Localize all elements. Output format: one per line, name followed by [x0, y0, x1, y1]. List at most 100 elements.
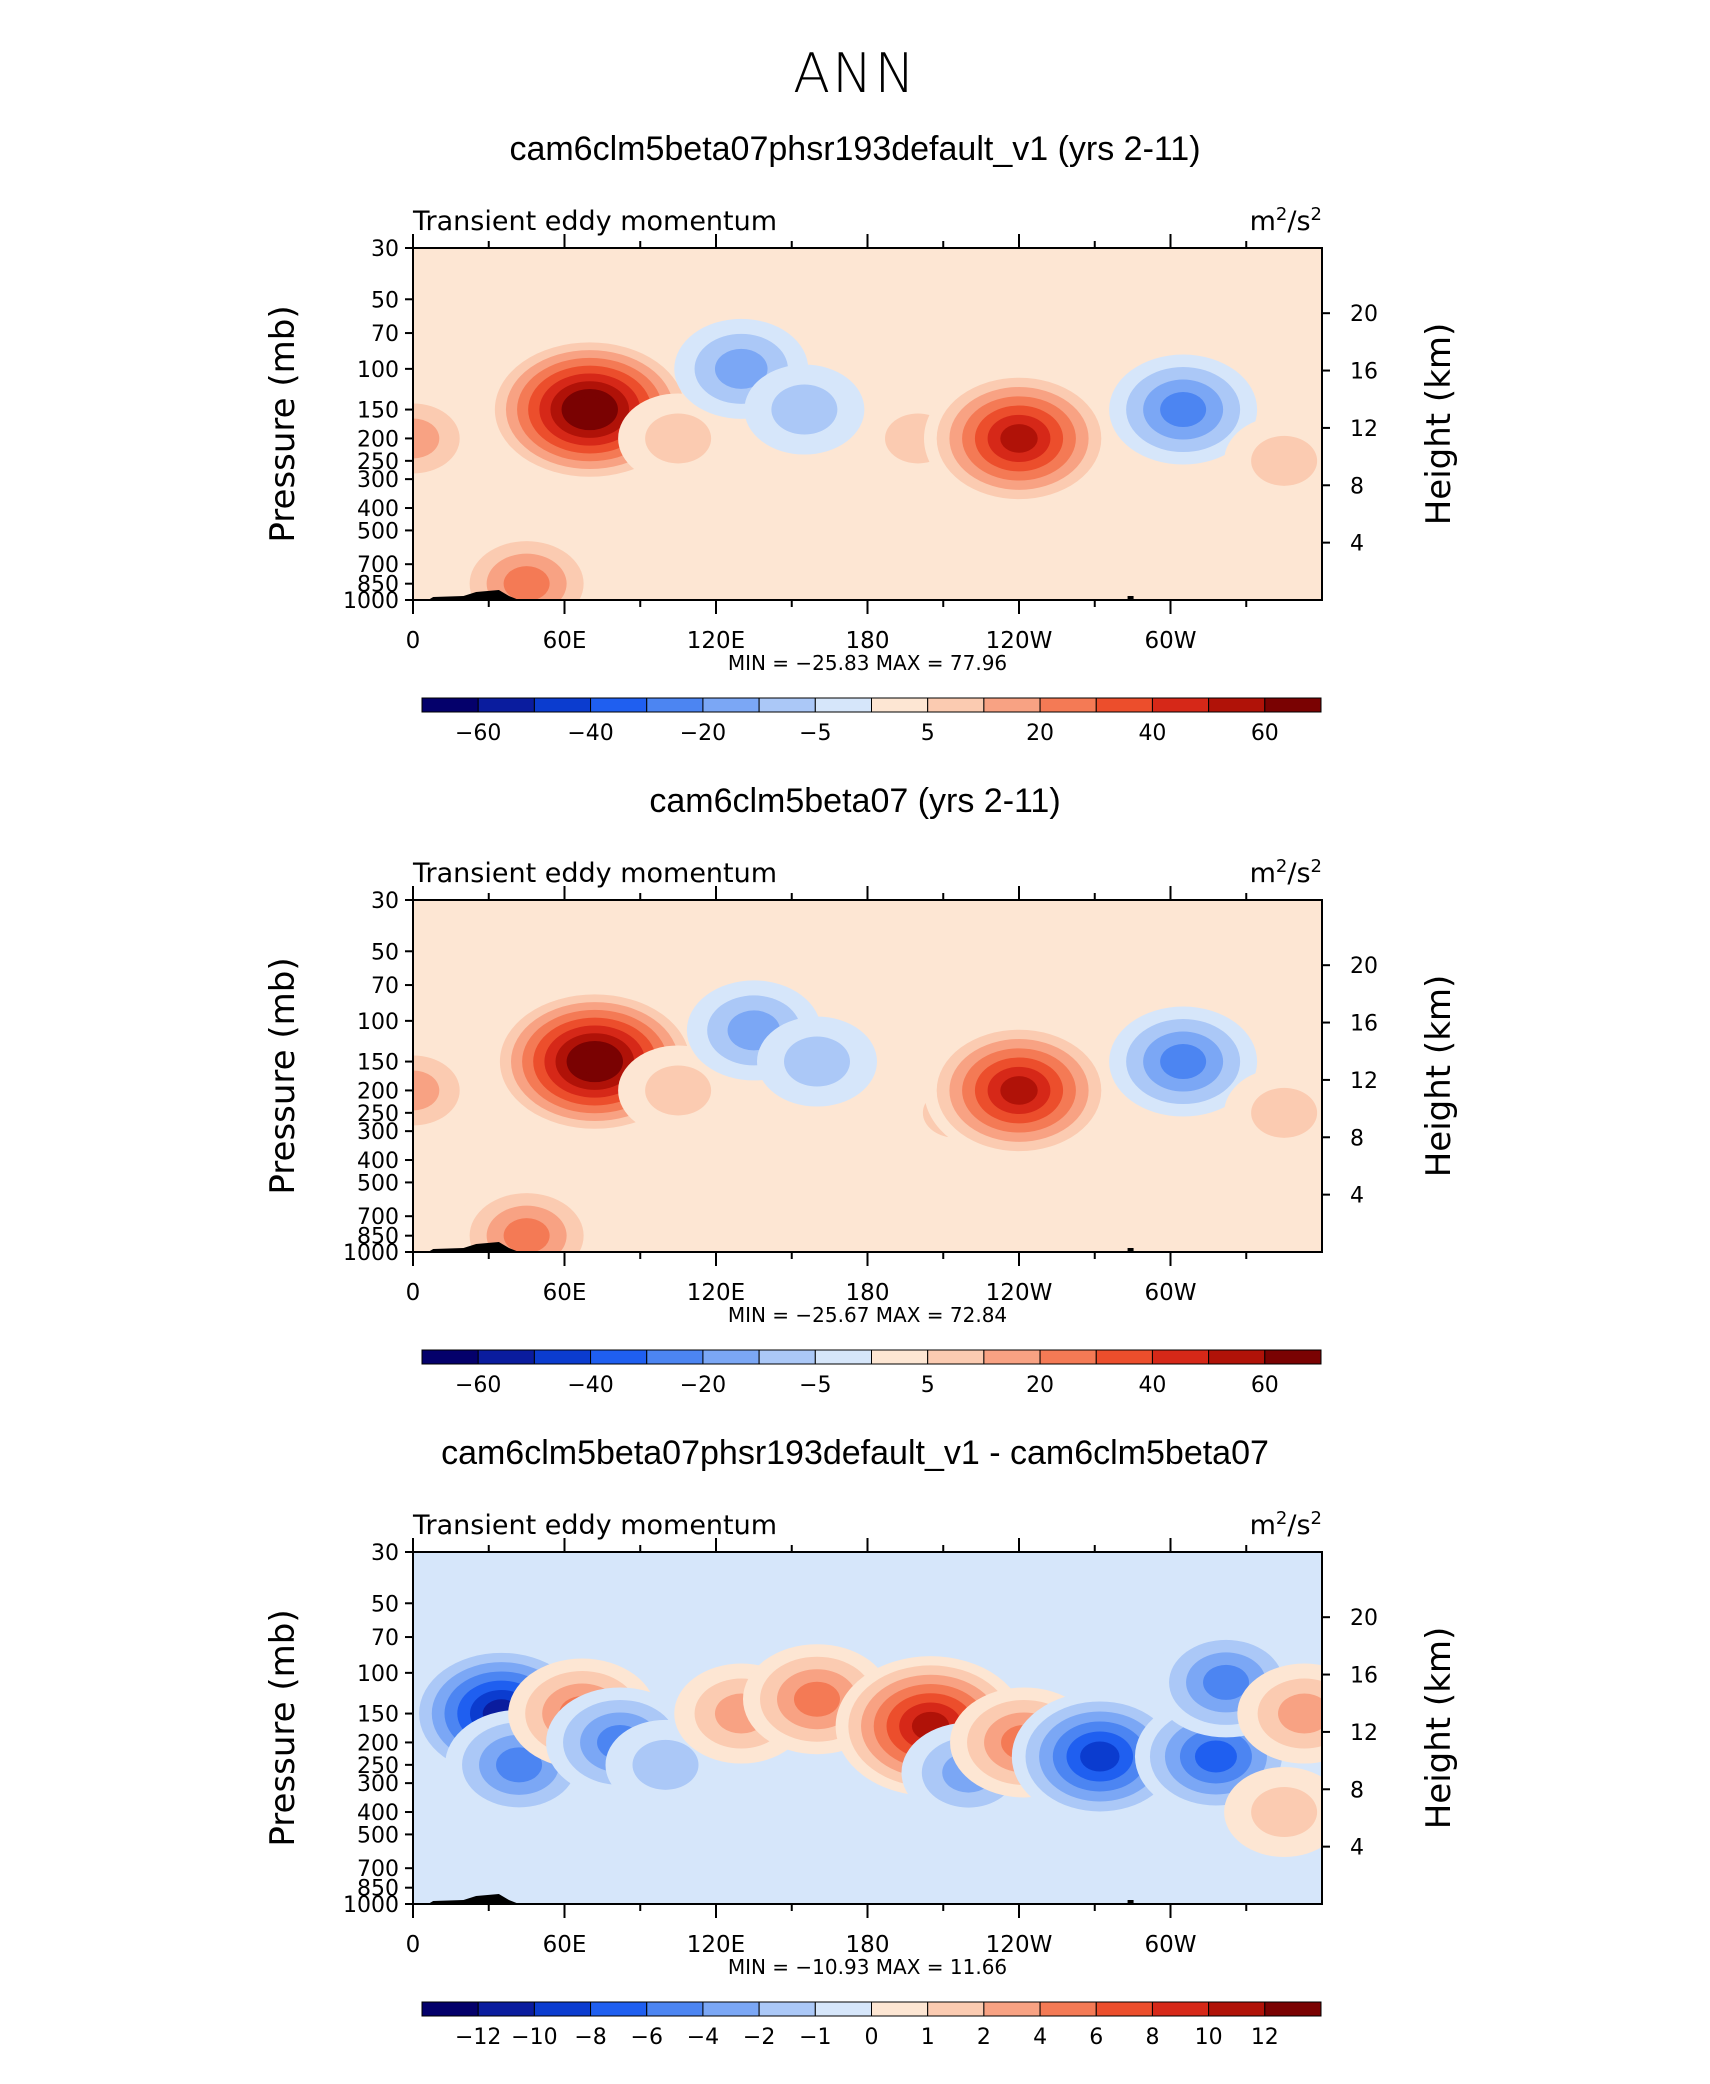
panel-3: cam6clm5beta07phsr193default_v1 - cam6cl… — [0, 1434, 1710, 2084]
height-tick-label: 20 — [1350, 954, 1378, 979]
contour-ring-0-8 — [572, 396, 607, 423]
lon-tick-label: 0 — [406, 628, 421, 654]
topography — [1127, 596, 1134, 600]
contour-fill — [413, 980, 1322, 1252]
colorbar-label: −5 — [799, 721, 831, 746]
contour-ring-9-1 — [1251, 1087, 1318, 1138]
colorbar-label: −20 — [680, 1373, 726, 1398]
lon-tick-label: 60E — [543, 1932, 587, 1958]
height-tick-label: 20 — [1350, 1606, 1378, 1631]
contour-ring-12-3 — [1203, 1664, 1250, 1700]
pressure-tick-label: 50 — [371, 1592, 399, 1617]
lon-tick-label: 120W — [986, 1280, 1053, 1306]
variable-label: Transient eddy momentum — [412, 1510, 777, 1541]
colorbar-swatch — [1095, 697, 1153, 713]
pressure-tick-label: 300 — [357, 1120, 399, 1145]
height-tick-label: 20 — [1350, 302, 1378, 327]
colorbar-swatch — [1039, 697, 1097, 713]
topography — [428, 590, 520, 600]
pressure-tick-label: 1000 — [343, 1241, 399, 1266]
colorbar-label: 40 — [1138, 721, 1166, 746]
lon-tick-label: 180 — [846, 1932, 890, 1958]
colorbar-label: 60 — [1251, 721, 1279, 746]
colorbar-swatch — [1039, 2001, 1097, 2017]
panel-title: cam6clm5beta07phsr193default_v1 (yrs 2-1… — [509, 130, 1201, 168]
lon-tick-label: 0 — [406, 1932, 421, 1958]
height-tick-label: 4 — [1350, 532, 1364, 557]
pressure-tick-label: 250 — [357, 450, 399, 475]
contour-fill — [413, 318, 1322, 600]
contour-plot-2: Transient eddy momentum m2/s2305070100150… — [263, 856, 1459, 1398]
colorbar-label: 40 — [1138, 1373, 1166, 1398]
pressure-tick-label: 500 — [357, 1823, 399, 1848]
pressure-tick-label: 100 — [357, 1662, 399, 1687]
colorbar-swatch — [421, 2001, 479, 2017]
lon-tick-label: 60W — [1144, 1280, 1196, 1306]
contour-ring-4-1 — [632, 1739, 699, 1790]
height-tick-label: 4 — [1350, 1184, 1364, 1209]
y-axis-title: Pressure (mb) — [263, 957, 303, 1194]
colorbar-swatch — [702, 1349, 760, 1365]
contour-ring-1-3 — [496, 1747, 543, 1783]
colorbar-swatch — [927, 2001, 985, 2017]
pressure-tick-label: 300 — [357, 468, 399, 493]
lon-tick-label: 120W — [986, 628, 1053, 654]
colorbar-swatch — [814, 1349, 872, 1365]
contour-ring-0-8 — [577, 1048, 612, 1075]
y-axis-title: Pressure (mb) — [263, 1609, 303, 1846]
pressure-tick-label: 400 — [357, 1149, 399, 1174]
units-label: m2/s2 — [1250, 204, 1322, 237]
pressure-tick-label: 500 — [357, 1171, 399, 1196]
colorbar-swatch — [1151, 1349, 1210, 1365]
panel-title: cam6clm5beta07 (yrs 2-11) — [649, 782, 1061, 820]
colorbar-swatch — [1095, 1349, 1153, 1365]
variable-label: Transient eddy momentum — [412, 206, 777, 237]
height-tick-label: 8 — [1350, 474, 1364, 499]
contour-ring-4-2 — [714, 348, 768, 389]
colorbar-swatch — [477, 697, 535, 713]
colorbar-swatch — [758, 2001, 816, 2017]
colorbar-label: −20 — [680, 721, 726, 746]
colorbar-swatch — [533, 2001, 592, 2017]
stats-text: MIN = −25.67 MAX = 72.84 — [728, 1303, 1007, 1327]
lon-tick-label: 60W — [1144, 628, 1196, 654]
colorbar-label: −60 — [455, 1373, 501, 1398]
contour-ring-6-3 — [794, 1681, 840, 1717]
contour-ring-2-2 — [413, 418, 440, 459]
colorbar-label: 20 — [1026, 721, 1054, 746]
contour-fill — [413, 1627, 1322, 1858]
lon-tick-label: 180 — [846, 1280, 890, 1306]
colorbar-label: −40 — [567, 1373, 613, 1398]
lon-tick-label: 60W — [1144, 1932, 1196, 1958]
pressure-tick-label: 700 — [357, 1857, 399, 1882]
colorbar-swatch — [646, 1349, 704, 1365]
pressure-tick-label: 50 — [371, 940, 399, 965]
contour-plot-3: Transient eddy momentum m2/s2 30 50 70 100 150… — [263, 1508, 1459, 2050]
pressure-tick-label: 200 — [357, 427, 399, 452]
height-tick-label: 12 — [1350, 1069, 1378, 1094]
contour-ring-5-1 — [784, 1036, 850, 1087]
colorbar-swatch — [1264, 697, 1322, 713]
lon-tick-label: 180 — [846, 628, 890, 654]
pressure-tick-label: 30 — [371, 237, 399, 262]
topography — [428, 1894, 520, 1904]
colorbar-swatch — [590, 1349, 648, 1365]
colorbar-swatch — [983, 697, 1041, 713]
height-tick-label: 4 — [1350, 1836, 1364, 1861]
contour-ring-8-3 — [1160, 392, 1207, 428]
contour-ring-10-5 — [1080, 1741, 1120, 1772]
colorbar-swatch — [871, 697, 929, 713]
pressure-tick-label: 30 — [371, 889, 399, 914]
pressure-tick-label: 70 — [371, 1626, 399, 1651]
colorbar-swatch — [1151, 2001, 1210, 2017]
lon-tick-label: 120E — [687, 628, 745, 654]
colorbar-swatch — [533, 1349, 592, 1365]
lon-tick-label: 120W — [986, 1932, 1053, 1958]
pressure-tick-label: 400 — [357, 497, 399, 522]
contour-ring-8-3 — [1160, 1044, 1207, 1080]
pressure-tick-label: 70 — [371, 974, 399, 999]
contour-ring-1-1 — [645, 1065, 712, 1116]
height-tick-label: 16 — [1350, 360, 1378, 385]
colorbar-swatch — [758, 1349, 816, 1365]
colorbar-swatch — [533, 697, 592, 713]
